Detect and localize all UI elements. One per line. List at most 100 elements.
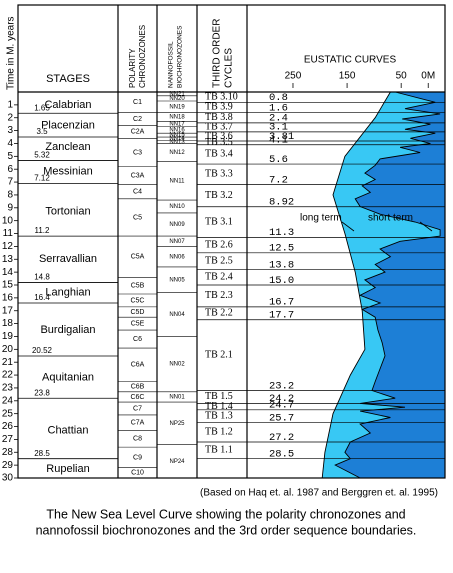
time-tick-label: 12 (2, 241, 14, 252)
polarity-label: C6 (133, 336, 142, 343)
long-term-label: long term (300, 213, 342, 224)
nannofossil-label: NN13 (169, 139, 185, 145)
stage-name: Rupelian (46, 463, 89, 475)
third-order-label: TB 2.6 (205, 239, 233, 250)
nannofossil-label: NN20 (169, 96, 185, 102)
sequence-boundary-label: 24.2 (269, 393, 294, 405)
sequence-boundary-label: 4.1 (269, 135, 288, 147)
third-order-label: TB 1.2 (205, 427, 233, 438)
eustatic-tick-label: 0M (421, 71, 435, 82)
time-tick-label: 25 (2, 408, 14, 419)
third-order-label: TB 1.3 (205, 411, 233, 422)
nannofossil-label: NN11 (170, 178, 186, 184)
sequence-boundary-label: 7.2 (269, 174, 288, 186)
source-note: (Based on Haq et. al. 1987 and Berggren … (200, 488, 438, 499)
stage-boundary-label: 14.8 (34, 273, 50, 282)
nannofossil-label: NP25 (169, 421, 185, 427)
third-order-label: TB 2.4 (205, 272, 233, 283)
nannofossil-label: NN21 (169, 92, 185, 98)
sequence-boundary-label: 2.4 (269, 113, 288, 125)
third-order-label: TB 3.1 (205, 216, 233, 227)
time-tick-label: 13 (2, 254, 14, 265)
third-order-label: TB 3.10 (205, 91, 238, 102)
third-order-label: TB 3.9 (205, 102, 233, 113)
sequence-boundary-label: 25.7 (269, 412, 294, 424)
time-tick-label: 3 (7, 125, 13, 136)
polarity-label: C5C (130, 297, 144, 304)
third-order-label: TB 2.1 (205, 349, 233, 360)
third-order-label: TB 1.1 (205, 445, 233, 456)
nannofossil-label: NN15 (169, 133, 185, 139)
time-tick-label: 1 (7, 100, 13, 111)
nannofossil-label: NP24 (169, 459, 185, 465)
third-order-label: TB 1.4 (205, 401, 233, 412)
third-order-header: THIRD ORDER (212, 19, 223, 88)
stage-name: Zanclean (45, 141, 90, 153)
sequence-boundary-label: 28.5 (269, 448, 294, 460)
caption: nannofossil biochronozones and the 3rd o… (36, 523, 417, 537)
time-tick-label: 2 (7, 112, 13, 123)
nannofossil-label: NN04 (169, 312, 185, 318)
sequence-boundary-label: 0.8 (269, 92, 288, 104)
stage-boundary-label: 16.4 (34, 293, 50, 302)
stage-boundary-label: 23.8 (34, 388, 50, 397)
sequence-boundary-label: 11.3 (269, 227, 294, 239)
stage-name: Chattian (48, 424, 89, 436)
time-tick-label: 30 (2, 473, 14, 484)
eustatic-tick-label: 50 (396, 71, 408, 82)
time-tick-label: 9 (7, 202, 13, 213)
polarity-label: C5B (131, 282, 145, 289)
nannofossil-label: NN12 (169, 150, 185, 156)
stage-boundary-label: 11.2 (35, 226, 51, 235)
polarity-label: C2 (133, 116, 142, 123)
long-term-arrow (341, 221, 355, 232)
time-tick-label: 28 (2, 447, 14, 458)
third-order-label: TB 3.5 (205, 137, 233, 148)
time-tick-label: 7 (7, 177, 13, 188)
third-order-label: TB 3.4 (205, 149, 233, 160)
sequence-boundary-label: 23.2 (269, 380, 294, 392)
nannofossil-label: NN06 (169, 254, 185, 260)
polarity-label: C6A (131, 362, 145, 369)
time-tick-label: 8 (7, 190, 13, 201)
stage-boundary-label: 28.5 (34, 449, 50, 458)
polarity-label: C6B (131, 383, 145, 390)
time-tick-label: 29 (2, 460, 14, 471)
polarity-label: C7A (131, 420, 145, 427)
stage-boundary-label: 3.5 (36, 127, 48, 136)
third-order-label: TB 2.5 (205, 255, 233, 266)
time-tick-label: 15 (2, 280, 14, 291)
stage-boundary-label: 7.12 (34, 174, 50, 183)
polarity-label: C9 (133, 454, 142, 461)
time-tick-label: 10 (2, 215, 14, 226)
time-tick-label: 4 (7, 138, 13, 149)
polarity-header: POLARITY (128, 48, 137, 88)
nannofossil-label: NN09 (169, 222, 185, 228)
sequence-boundary-label: 13.8 (269, 259, 294, 271)
stage-name: Placenzian (41, 119, 95, 131)
eustatic-header: EUSTATIC CURVES (304, 55, 397, 66)
sequence-boundary-label: 17.7 (269, 310, 294, 322)
polarity-label: C3A (131, 172, 145, 179)
time-tick-label: 6 (7, 164, 13, 175)
stage-boundary-label: 20.52 (32, 346, 53, 355)
third-order-label: TB 3.2 (205, 190, 233, 201)
time-tick-label: 20 (2, 344, 14, 355)
time-tick-label: 22 (2, 370, 14, 381)
stages-header: STAGES (46, 73, 90, 85)
sequence-boundary-label: 5.6 (269, 154, 288, 166)
sea-level-curve (334, 91, 441, 479)
sequence-boundary-label: 15.0 (269, 275, 294, 287)
third-order-label: TB 1.5 (205, 391, 233, 402)
sequence-boundary-label: 16.7 (269, 297, 294, 309)
table-lines (14, 4, 446, 479)
time-tick-label: 5 (7, 151, 13, 162)
sequence-boundary-label: 1.6 (269, 102, 288, 114)
time-tick-label: 23 (2, 383, 14, 394)
polarity-label: C10 (131, 470, 144, 477)
sequence-boundary-label: 3.1 (269, 122, 288, 134)
sequence-boundary-label: 27.2 (269, 432, 294, 444)
stage-name: Serravallian (39, 253, 97, 265)
polarity-label: C5D (130, 309, 144, 316)
